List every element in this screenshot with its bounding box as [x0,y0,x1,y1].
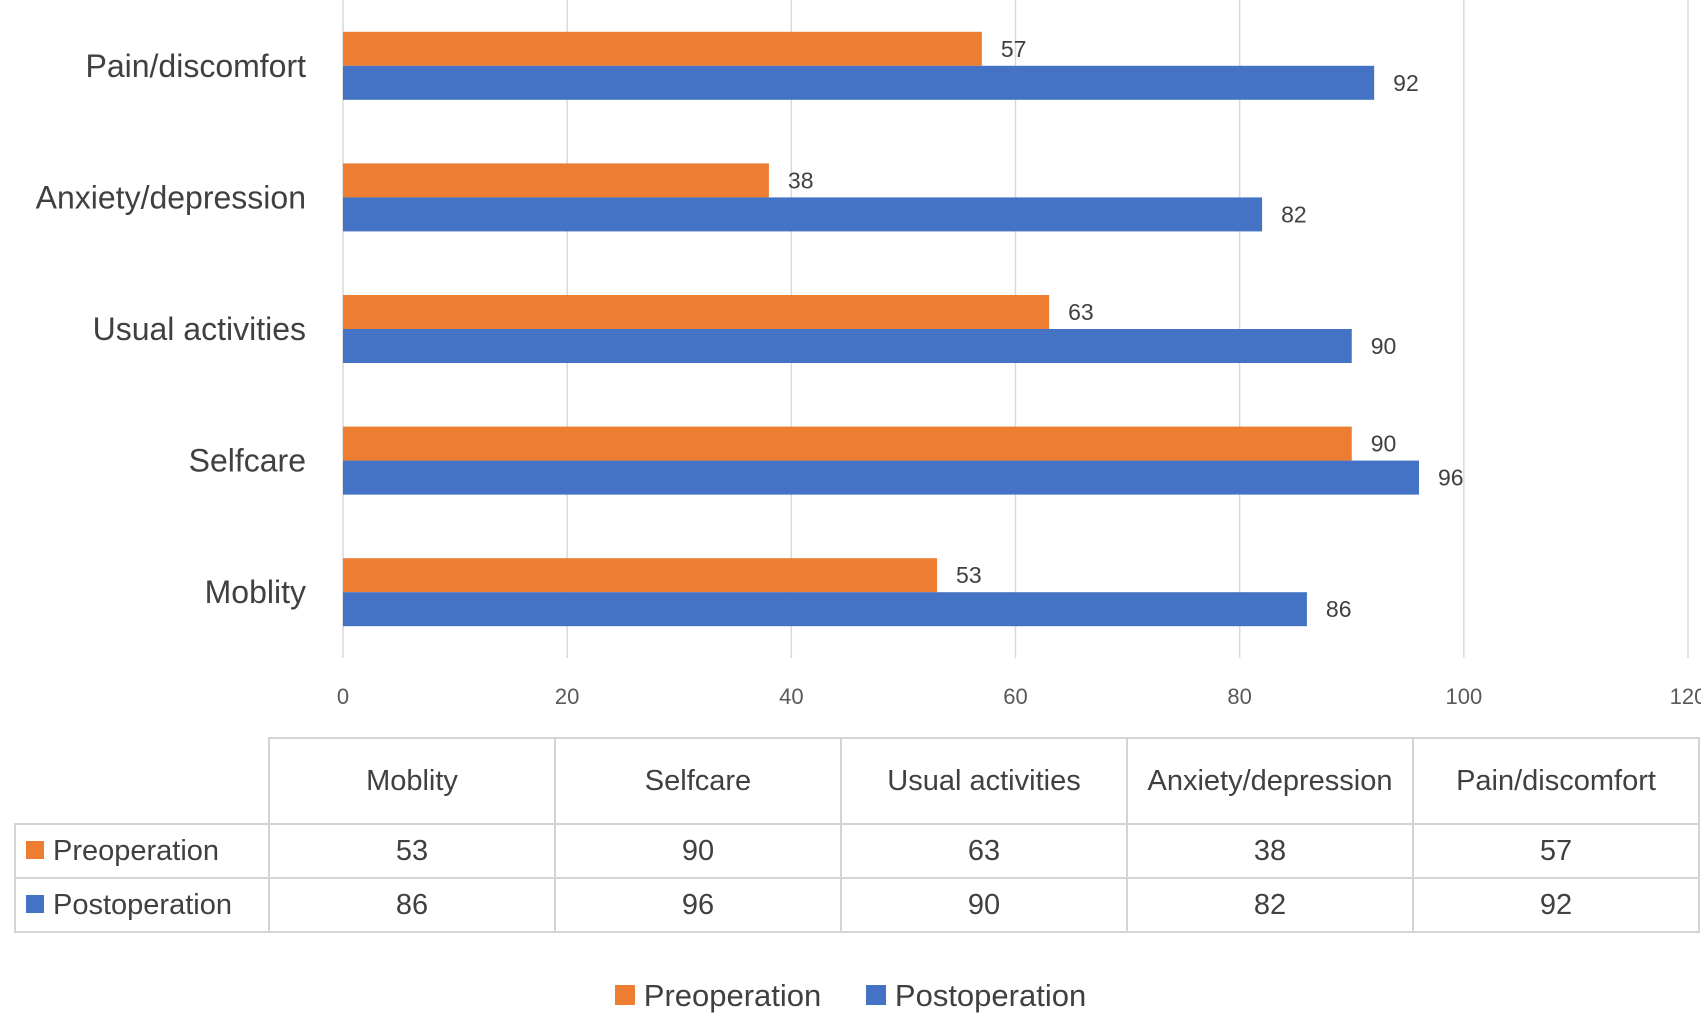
x-tick-label: 100 [1445,684,1482,709]
data-table-cell: 90 [840,877,1128,933]
data-table-row-preoperation: Preoperation 53 90 63 38 57 [14,823,1700,879]
bar [343,329,1352,363]
data-table-row-header: Preoperation [14,823,270,879]
data-label: 82 [1281,201,1307,227]
data-table-header-row: Moblity Selfcare Usual activities Anxiet… [15,737,1700,825]
bar [343,295,1050,329]
data-table: Moblity Selfcare Usual activities Anxiet… [14,737,1700,933]
data-table-header-cell: Selfcare [554,737,842,825]
category-label: Usual activities [93,311,306,347]
legend-swatch [865,985,886,1005]
series-name: Postoperation [53,888,232,921]
legend-item-postoperation: Postoperation [865,978,1087,1014]
data-table-header-cell: Moblity [268,737,556,825]
data-label: 92 [1393,70,1419,96]
bar [343,65,1375,100]
legend-label: Postoperation [894,978,1087,1013]
data-table-cell: 53 [268,823,556,879]
category-label: Moblity [205,574,306,610]
category-label: Selfcare [189,443,306,479]
data-table-row-header: Postoperation [14,877,270,933]
bar [343,197,1263,232]
data-label: 86 [1326,596,1352,622]
bar [343,460,1419,495]
data-label: 90 [1371,431,1397,457]
x-tick-label: 60 [1003,684,1027,709]
data-labels: 53 86 90 96 63 90 38 82 57 92 [788,36,1464,622]
x-tick-label: 120 [1670,684,1701,709]
bar-chart: 0 20 40 60 80 100 120 53 86 90 96 63 90 38 82 57 92 Mob… [36,0,1701,709]
series-name: Preoperation [53,834,220,867]
legend-label: Preoperation [643,978,822,1013]
data-label: 63 [1068,299,1094,325]
bar [343,163,769,198]
bar [343,31,982,66]
data-table-header-cell: Usual activities [840,737,1128,825]
data-label: 38 [788,167,814,193]
bar [343,426,1352,461]
data-table-corner [15,738,270,825]
data-table-row-postoperation: Postoperation 86 96 90 82 92 [14,877,1700,933]
legend-item-preoperation: Preoperation [614,978,822,1014]
x-axis-ticks: 0 20 40 60 80 100 120 [337,684,1701,709]
data-label: 96 [1438,465,1464,491]
legend-swatch [614,985,635,1005]
x-tick-label: 20 [555,684,579,709]
bar [343,592,1307,627]
data-table-cell: 63 [840,823,1128,879]
data-table-cell: 92 [1412,877,1700,933]
x-tick-label: 80 [1227,684,1251,709]
data-table-cell: 38 [1126,823,1414,879]
data-table-cell: 82 [1126,877,1414,933]
bars [343,31,1419,627]
x-tick-label: 40 [779,684,803,709]
data-table-cell: 96 [554,877,842,933]
bar [343,558,938,593]
data-label: 90 [1371,333,1397,359]
category-label: Pain/discomfort [85,48,306,84]
data-label: 53 [956,562,982,588]
preoperation-key-swatch [26,840,44,859]
category-label: Anxiety/depression [36,179,306,215]
data-table-header-cell: Pain/discomfort [1412,737,1700,825]
x-tick-label: 0 [337,684,349,709]
data-table-cell: 86 [268,877,556,933]
data-table-header-cell: Anxiety/depression [1126,737,1414,825]
data-label: 57 [1001,36,1027,62]
postoperation-key-swatch [26,894,44,913]
data-table-cell: 57 [1412,823,1700,879]
category-labels: Moblity Selfcare Usual activities Anxiety/d… [36,48,306,610]
data-table-cell: 90 [554,823,842,879]
legend: Preoperation Postoperation [0,978,1701,1014]
